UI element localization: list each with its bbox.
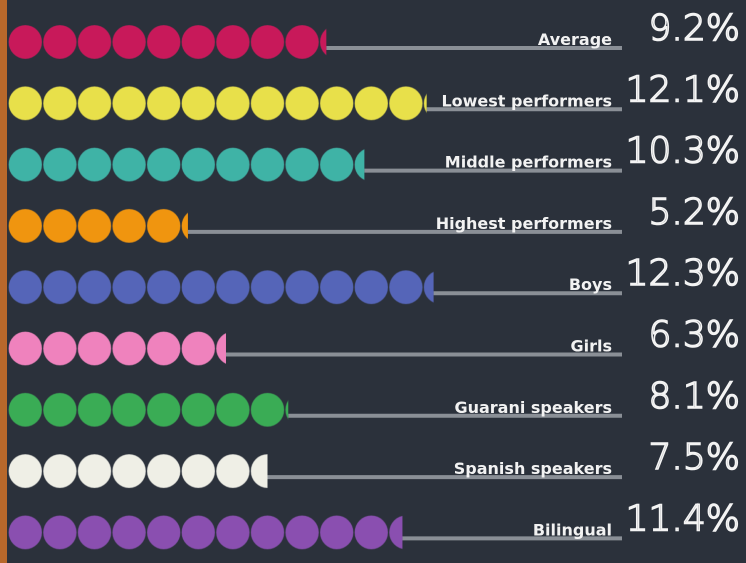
category-label: Lowest performers <box>441 91 612 110</box>
category-label: Boys <box>569 275 612 294</box>
value-label: 12.1% <box>626 69 740 110</box>
value-label: 12.3% <box>626 253 740 294</box>
value-label: 8.1% <box>649 376 740 417</box>
category-label: Average <box>538 30 612 49</box>
category-label: Guarani speakers <box>454 398 612 417</box>
bar <box>8 453 268 489</box>
category-label: Bilingual <box>533 520 612 539</box>
bar <box>8 269 434 305</box>
value-label: 5.2% <box>649 192 740 233</box>
value-label: 6.3% <box>649 315 740 356</box>
bar <box>8 331 226 367</box>
bar <box>8 85 427 121</box>
value-label: 7.5% <box>649 437 740 478</box>
category-label: Middle performers <box>445 153 612 172</box>
abacus-frame <box>0 0 7 563</box>
bar <box>8 208 188 244</box>
category-label: Highest performers <box>436 214 612 233</box>
category-label: Spanish speakers <box>454 459 612 478</box>
bar <box>8 24 326 60</box>
value-label: 10.3% <box>626 131 740 172</box>
value-label: 9.2% <box>649 8 740 49</box>
bar <box>8 514 402 550</box>
chart: Average 9.2% Lowest performers 12.1% Middle … <box>0 0 746 563</box>
bar <box>8 147 364 183</box>
value-label: 11.4% <box>626 498 740 539</box>
bar <box>8 392 288 428</box>
category-label: Girls <box>570 337 612 356</box>
